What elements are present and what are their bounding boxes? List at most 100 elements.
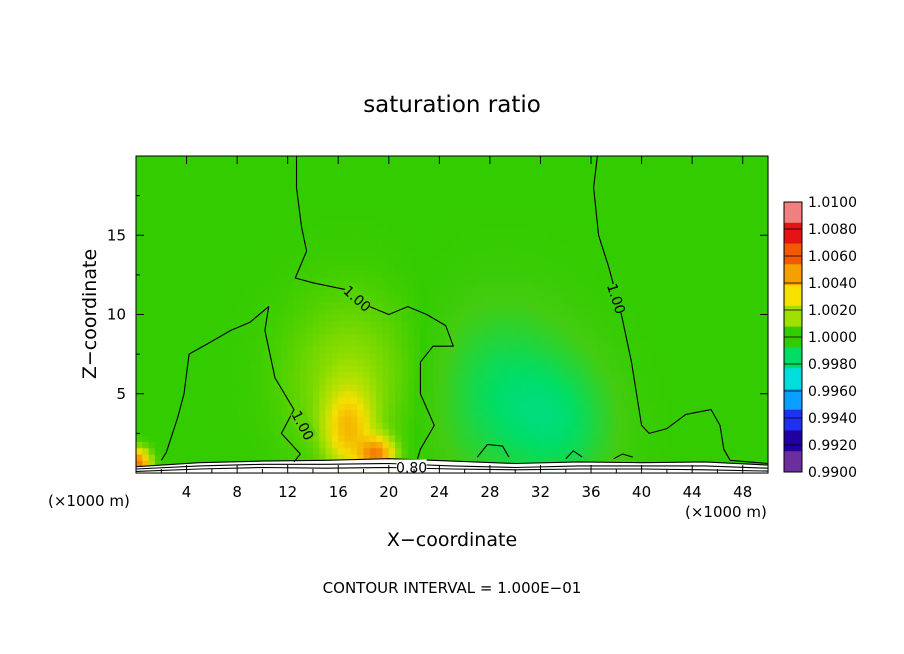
field-cell <box>452 295 459 303</box>
field-cell <box>281 225 289 233</box>
field-cell <box>635 384 643 392</box>
field-cell <box>275 301 282 309</box>
field-cell <box>294 339 301 347</box>
field-cell <box>452 346 459 354</box>
field-cell <box>723 415 731 423</box>
field-cell <box>395 346 403 354</box>
field-cell <box>559 390 567 398</box>
field-cell <box>148 263 156 271</box>
field-cell <box>572 200 579 208</box>
field-cell <box>268 320 276 328</box>
field-cell <box>369 238 377 246</box>
field-cell <box>426 358 434 366</box>
field-cell <box>489 200 497 208</box>
field-cell <box>666 409 674 417</box>
field-cell <box>287 384 295 392</box>
field-cell <box>312 168 320 176</box>
field-cell <box>666 270 674 278</box>
field-cell <box>306 409 314 417</box>
field-cell <box>610 333 617 341</box>
field-cell <box>553 371 561 379</box>
field-cell <box>376 263 384 271</box>
field-cell <box>572 403 579 411</box>
field-cell <box>426 270 434 278</box>
field-cell <box>685 327 693 335</box>
field-cell <box>369 270 377 278</box>
field-cell <box>610 390 617 398</box>
field-cell <box>357 156 365 163</box>
field-cell <box>452 447 459 455</box>
field-cell <box>148 181 156 189</box>
field-cell <box>249 244 257 252</box>
field-cell <box>565 168 573 176</box>
field-cell <box>218 213 226 220</box>
field-cell <box>647 244 655 252</box>
field-cell <box>521 415 529 423</box>
field-cell <box>161 301 169 309</box>
field-cell <box>660 358 668 366</box>
field-cell <box>237 314 245 322</box>
field-cell <box>445 219 453 227</box>
field-cell <box>578 187 586 195</box>
field-cell <box>420 232 428 240</box>
field-cell <box>407 428 415 436</box>
field-cell <box>761 415 769 423</box>
field-cell <box>515 187 523 195</box>
field-cell <box>749 213 756 220</box>
field-cell <box>325 181 333 189</box>
field-cell <box>666 187 674 195</box>
field-cell <box>470 156 478 163</box>
field-cell <box>312 441 320 449</box>
field-cell <box>344 187 352 195</box>
field-cell <box>679 441 687 449</box>
field-cell <box>673 289 681 297</box>
field-cell <box>711 346 719 354</box>
field-cell <box>641 327 649 335</box>
field-cell <box>306 339 314 347</box>
field-cell <box>395 365 403 373</box>
field-cell <box>275 263 282 271</box>
field-cell <box>205 168 213 176</box>
field-cell <box>148 422 156 430</box>
field-cell <box>565 270 573 278</box>
field-cell <box>357 251 365 259</box>
field-cell <box>527 422 535 430</box>
field-cell <box>546 409 554 417</box>
field-cell <box>192 175 200 182</box>
field-cell <box>350 409 358 417</box>
field-cell <box>350 346 358 354</box>
field-cell <box>306 162 314 170</box>
field-cell <box>666 428 674 436</box>
field-cell <box>325 251 333 259</box>
field-cell <box>452 352 459 360</box>
field-cell <box>325 409 333 417</box>
field-cell <box>711 314 719 322</box>
field-cell <box>477 441 485 449</box>
field-cell <box>167 200 175 208</box>
field-cell <box>692 257 700 265</box>
field-cell <box>553 301 561 309</box>
field-cell <box>268 434 276 442</box>
field-cell <box>331 244 339 252</box>
field-cell <box>749 390 756 398</box>
field-cell <box>445 415 453 423</box>
field-cell <box>730 156 737 163</box>
field-cell <box>224 403 232 411</box>
field-cell <box>211 390 219 398</box>
field-cell <box>180 441 188 449</box>
field-cell <box>717 390 725 398</box>
field-cell <box>243 276 251 284</box>
field-cell <box>679 301 687 309</box>
field-cell <box>167 276 175 284</box>
field-cell <box>414 219 421 227</box>
field-cell <box>445 441 453 449</box>
field-cell <box>294 200 301 208</box>
field-cell <box>275 333 282 341</box>
field-cell <box>546 428 554 436</box>
field-cell <box>439 251 447 259</box>
field-cell <box>635 181 643 189</box>
field-cell <box>426 187 434 195</box>
field-cell <box>723 441 731 449</box>
field-cell <box>616 422 624 430</box>
field-cell <box>186 181 194 189</box>
